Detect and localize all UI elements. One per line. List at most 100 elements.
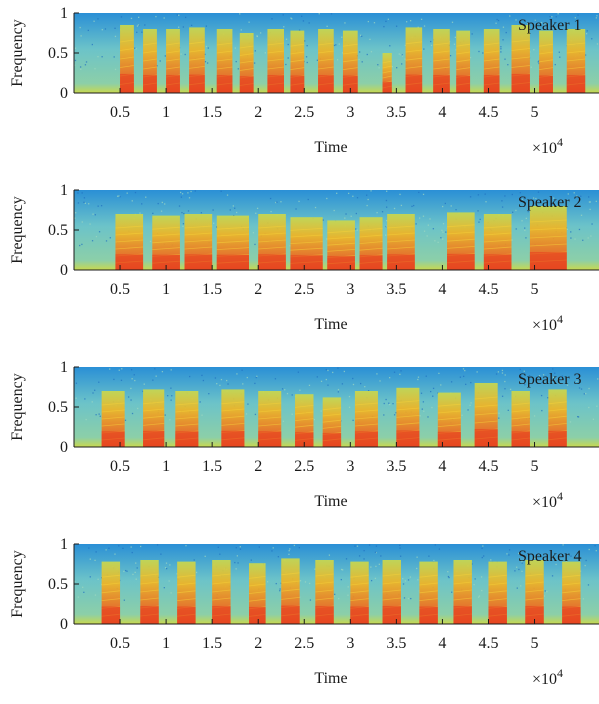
x-tick-label: 2 xyxy=(254,281,262,298)
speech-burst xyxy=(258,391,282,447)
speech-burst xyxy=(566,29,586,93)
spectrogram-panel-3: 0 0.5 1 0.5 1 1.5 2 2.5 3 3.5 4 4.5 5 Frequency Time ×1… xyxy=(0,354,599,527)
x-axis-title: Time xyxy=(314,493,347,510)
x-tick-label: 1 xyxy=(162,281,170,298)
speech-burst xyxy=(318,29,334,93)
speaker-label: Speaker 1 xyxy=(518,17,582,34)
speech-burst xyxy=(322,397,342,447)
spectrogram-panel-2: 0 0.5 1 0.5 1 1.5 2 2.5 3 3.5 4 4.5 5 Frequency Time ×1… xyxy=(0,177,599,350)
speech-burst xyxy=(216,29,233,93)
speech-burst xyxy=(267,29,285,93)
speech-burst xyxy=(119,25,134,93)
y-tick-label: 0.5 xyxy=(48,399,68,416)
speaker-label: Speaker 3 xyxy=(518,371,582,388)
speech-burst xyxy=(184,214,213,270)
speech-burst xyxy=(315,560,334,624)
x-tick-label: 0.5 xyxy=(110,281,130,298)
y-tick-label: 1 xyxy=(60,359,68,376)
y-tick-label: 0 xyxy=(60,262,68,279)
x-tick-label: 1.5 xyxy=(202,281,222,298)
speech-burst xyxy=(396,387,420,447)
x-tick-label: 3 xyxy=(346,104,354,121)
spectrogram-image xyxy=(74,544,599,624)
speech-burst xyxy=(189,27,205,93)
x-tick-label: 2 xyxy=(254,635,262,652)
speech-burst xyxy=(446,212,475,270)
speech-burst xyxy=(177,561,196,624)
y-axis-title: Frequency xyxy=(9,196,26,264)
x-axis-title: Time xyxy=(314,316,347,333)
spectrogram-image xyxy=(74,367,599,447)
x-axis-multiplier: ×104 xyxy=(532,312,563,334)
spectrogram-chart-3: 0 0.5 1 0.5 1 1.5 2 2.5 3 3.5 4 4.5 5 Frequency Time ×1… xyxy=(9,359,599,511)
speech-burst xyxy=(115,214,144,270)
x-axis-multiplier: ×104 xyxy=(532,135,563,157)
x-tick-label: 0.5 xyxy=(110,635,130,652)
speech-burst xyxy=(382,560,402,624)
speech-burst xyxy=(453,560,472,624)
spectrogram-chart-4: 0 0.5 1 0.5 1 1.5 2 2.5 3 3.5 4 4.5 5 Frequency Time ×1… xyxy=(9,536,599,688)
speech-burst xyxy=(548,389,567,447)
speaker-label: Speaker 4 xyxy=(518,548,582,565)
x-tick-label: 2.5 xyxy=(294,281,314,298)
speech-burst xyxy=(387,214,415,270)
y-axis-title: Frequency xyxy=(9,373,26,441)
x-axis-title: Time xyxy=(314,670,347,687)
x-tick-label: 3.5 xyxy=(386,635,406,652)
x-tick-label: 1.5 xyxy=(202,458,222,475)
speech-burst xyxy=(474,383,498,447)
y-tick-label: 0.5 xyxy=(48,576,68,593)
x-tick-label: 4.5 xyxy=(478,104,498,121)
x-tick-label: 4 xyxy=(438,104,446,121)
speech-burst xyxy=(258,214,286,270)
speech-burst xyxy=(290,217,323,270)
x-tick-label: 3.5 xyxy=(386,281,406,298)
y-tick-label: 0 xyxy=(60,616,68,633)
x-tick-label: 4 xyxy=(438,635,446,652)
x-tick-label: 5 xyxy=(531,104,539,121)
x-tick-label: 0.5 xyxy=(110,104,130,121)
x-tick-label: 2 xyxy=(254,104,262,121)
speech-burst xyxy=(562,561,581,624)
x-tick-label: 4 xyxy=(438,281,446,298)
y-tick-label: 1 xyxy=(60,5,68,22)
x-tick-label: 1 xyxy=(162,635,170,652)
speech-burst xyxy=(143,29,157,93)
speech-burst xyxy=(221,389,245,447)
speech-burst xyxy=(433,29,450,93)
y-tick-label: 1 xyxy=(60,536,68,553)
x-tick-label: 3.5 xyxy=(386,458,406,475)
speech-burst xyxy=(483,214,512,270)
x-axis-title: Time xyxy=(314,139,347,156)
spectrogram-chart-1: 0 0.5 1 0.5 1 1.5 2 2.5 3 3.5 4 4.5 5 Frequency Time ×1… xyxy=(9,5,599,157)
spectrogram-image xyxy=(74,190,599,270)
speech-burst xyxy=(511,391,530,447)
y-tick-label: 1 xyxy=(60,182,68,199)
x-tick-label: 1.5 xyxy=(202,104,222,121)
speech-burst xyxy=(175,391,199,447)
speech-burst xyxy=(342,30,358,93)
x-tick-label: 0.5 xyxy=(110,458,130,475)
speech-burst xyxy=(212,560,231,624)
speech-burst xyxy=(290,30,305,93)
y-tick-label: 0 xyxy=(60,439,68,456)
x-tick-label: 1 xyxy=(162,458,170,475)
speech-burst xyxy=(354,391,378,447)
x-tick-label: 1 xyxy=(162,104,170,121)
x-tick-label: 3 xyxy=(346,281,354,298)
x-tick-label: 4.5 xyxy=(478,458,498,475)
speech-burst xyxy=(216,215,250,270)
speech-burst xyxy=(539,30,554,93)
x-tick-label: 5 xyxy=(531,635,539,652)
speaker-label: Speaker 2 xyxy=(518,194,582,211)
spectrogram-panel-4: 0 0.5 1 0.5 1 1.5 2 2.5 3 3.5 4 4.5 5 Frequency Time ×1… xyxy=(0,531,599,704)
x-axis-multiplier: ×104 xyxy=(532,666,563,688)
speech-burst xyxy=(405,27,423,93)
x-tick-label: 1.5 xyxy=(202,635,222,652)
speech-burst xyxy=(437,392,461,447)
spectrogram-image xyxy=(74,13,599,93)
speech-burst xyxy=(488,561,507,624)
speech-burst xyxy=(525,560,544,624)
speech-burst xyxy=(529,206,567,270)
speech-burst xyxy=(483,29,500,93)
